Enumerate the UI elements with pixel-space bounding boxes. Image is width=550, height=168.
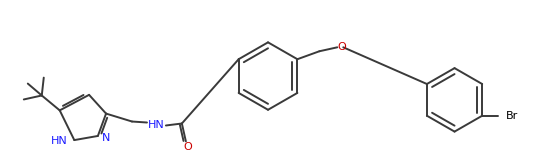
Text: O: O (184, 142, 192, 152)
Text: Br: Br (506, 111, 519, 121)
Text: HN: HN (51, 136, 67, 146)
Text: N: N (102, 133, 110, 143)
Text: HN: HN (147, 120, 164, 131)
Text: O: O (337, 42, 345, 52)
